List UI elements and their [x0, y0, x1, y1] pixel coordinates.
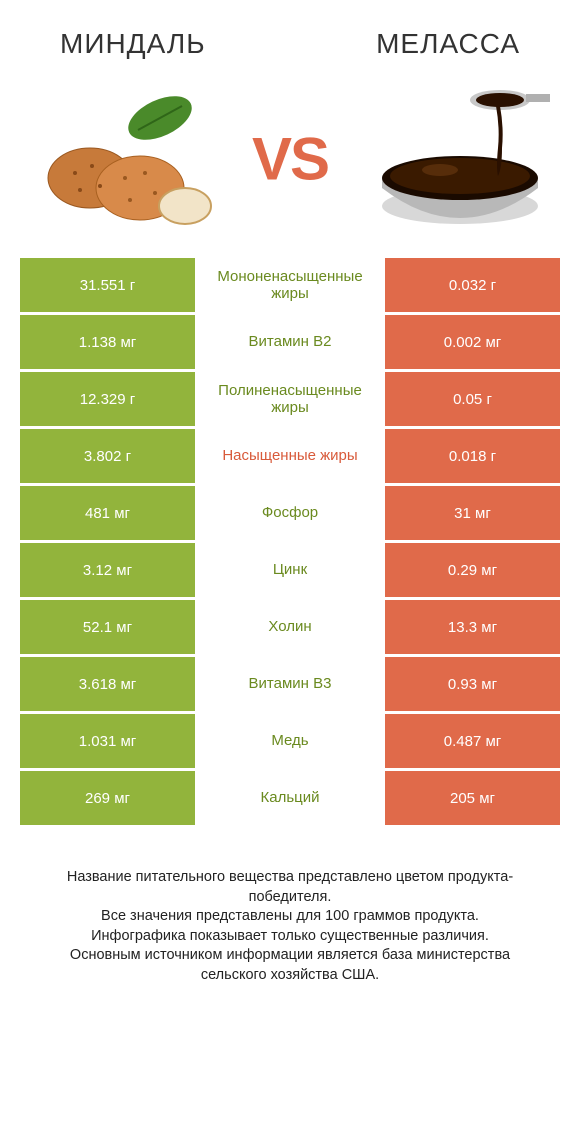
nutrient-label: Полиненасыщенные жиры [195, 372, 385, 426]
nutrient-label: Фосфор [195, 486, 385, 540]
footer-line: Инфографика показывает только существенн… [40, 927, 540, 947]
left-product-title: МИНДАЛЬ [60, 28, 206, 60]
titles-row: МИНДАЛЬ МЕЛАССА [20, 28, 560, 78]
table-row: 1.031 мгМедь0.487 мг [20, 714, 560, 768]
nutrient-label: Витамин B2 [195, 315, 385, 369]
left-value: 3.12 мг [20, 543, 195, 597]
left-value: 1.031 мг [20, 714, 195, 768]
footer-line: Все значения представлены для 100 граммо… [40, 907, 540, 927]
nutrient-label: Медь [195, 714, 385, 768]
left-value: 3.802 г [20, 429, 195, 483]
infographic-container: МИНДАЛЬ МЕЛАССА V [0, 0, 580, 995]
table-row: 1.138 мгВитамин B20.002 мг [20, 315, 560, 369]
right-value: 13.3 мг [385, 600, 560, 654]
left-value: 31.551 г [20, 258, 195, 312]
footer-notes: Название питательного вещества представл… [20, 828, 560, 985]
left-value: 3.618 мг [20, 657, 195, 711]
right-value: 0.05 г [385, 372, 560, 426]
right-value: 0.018 г [385, 429, 560, 483]
table-row: 3.802 гНасыщенные жиры0.018 г [20, 429, 560, 483]
left-value: 269 мг [20, 771, 195, 825]
nutrient-label: Мононенасыщенные жиры [195, 258, 385, 312]
nutrient-label: Витамин B3 [195, 657, 385, 711]
nutrient-label: Насыщенные жиры [195, 429, 385, 483]
table-row: 3.618 мгВитамин B30.93 мг [20, 657, 560, 711]
table-row: 3.12 мгЦинк0.29 мг [20, 543, 560, 597]
right-value: 31 мг [385, 486, 560, 540]
right-value: 0.93 мг [385, 657, 560, 711]
table-row: 31.551 гМононенасыщенные жиры0.032 г [20, 258, 560, 312]
left-value: 52.1 мг [20, 600, 195, 654]
right-value: 0.002 мг [385, 315, 560, 369]
right-value: 205 мг [385, 771, 560, 825]
right-value: 0.487 мг [385, 714, 560, 768]
footer-line: Название питательного вещества представл… [40, 868, 540, 907]
molasses-image [350, 78, 550, 238]
nutrient-label: Цинк [195, 543, 385, 597]
nutrient-label: Кальций [195, 771, 385, 825]
left-value: 1.138 мг [20, 315, 195, 369]
comparison-table: 31.551 гМононенасыщенные жиры0.032 г1.13… [20, 258, 560, 825]
right-value: 0.032 г [385, 258, 560, 312]
vs-label: VS [252, 125, 328, 194]
nutrient-label: Холин [195, 600, 385, 654]
left-value: 481 мг [20, 486, 195, 540]
almond-image [30, 78, 230, 238]
table-row: 12.329 гПолиненасыщенные жиры0.05 г [20, 372, 560, 426]
table-row: 52.1 мгХолин13.3 мг [20, 600, 560, 654]
right-product-title: МЕЛАССА [376, 28, 520, 60]
footer-line: Основным источником информации является … [40, 946, 540, 985]
left-value: 12.329 г [20, 372, 195, 426]
hero-row: VS [20, 78, 560, 258]
right-value: 0.29 мг [385, 543, 560, 597]
table-row: 269 мгКальций205 мг [20, 771, 560, 825]
table-row: 481 мгФосфор31 мг [20, 486, 560, 540]
